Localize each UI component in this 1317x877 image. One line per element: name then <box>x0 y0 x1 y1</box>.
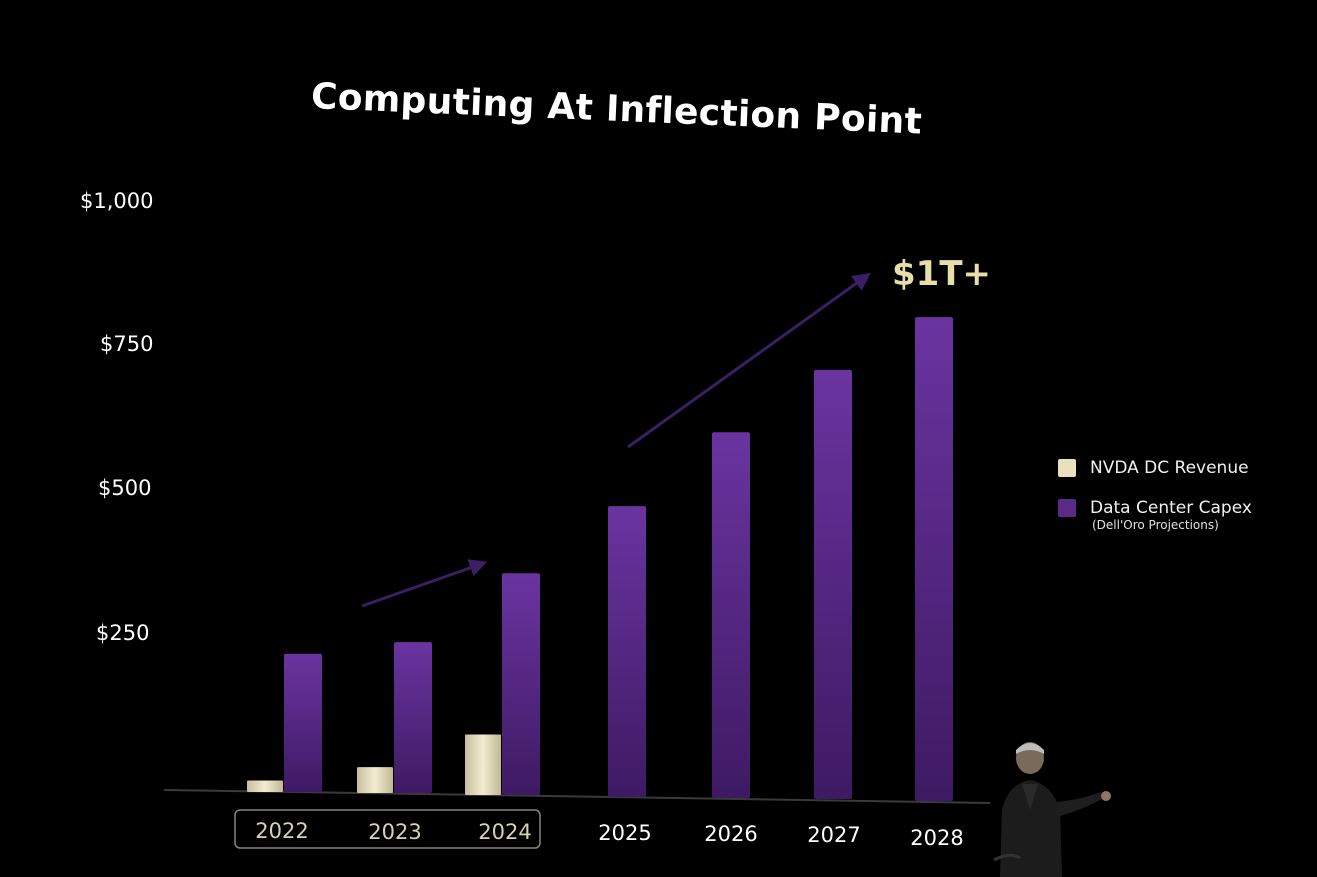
legend-note: (Dell'Oro Projections) <box>1092 518 1219 532</box>
bar-capex-2025 <box>608 506 646 797</box>
bar-capex-2022 <box>284 653 322 792</box>
bar-revenue-2022 <box>247 780 283 792</box>
bar-revenue-2024 <box>465 734 501 795</box>
annotation-1t: $1T+ <box>892 254 991 294</box>
x-tick-label: 2024 <box>478 820 531 844</box>
bar-capex-2027 <box>814 369 852 799</box>
y-tick-label: $250 <box>96 621 149 645</box>
trend-arrow-short <box>361 559 488 608</box>
legend-item-capex: Data Center Capex <box>1058 496 1252 520</box>
trend-arrow-long <box>627 272 871 449</box>
x-tick-label: 2023 <box>368 820 421 844</box>
legend-swatch-revenue <box>1058 459 1076 477</box>
x-tick-label: 2026 <box>704 822 757 846</box>
legend-label-revenue: NVDA DC Revenue <box>1090 458 1249 478</box>
chart-legend: NVDA DC Revenue Data Center Capex (Dell'… <box>1058 456 1252 532</box>
x-tick-label: 2028 <box>910 826 963 850</box>
historic-years-box <box>234 809 541 849</box>
y-tick-label: $750 <box>100 332 153 356</box>
legend-item-revenue: NVDA DC Revenue <box>1058 456 1252 480</box>
legend-swatch-capex <box>1058 499 1076 517</box>
bar-capex-2024 <box>502 573 540 795</box>
y-tick-label: $500 <box>98 476 151 500</box>
x-tick-label: 2027 <box>807 823 860 847</box>
speaker-figure <box>993 742 1111 877</box>
bar-capex-2026 <box>712 432 750 798</box>
x-tick-label: 2025 <box>598 821 651 845</box>
x-axis-line <box>163 789 991 804</box>
legend-label-capex: Data Center Capex <box>1090 498 1252 518</box>
x-tick-label: 2022 <box>255 819 308 843</box>
bar-capex-2028 <box>915 317 953 801</box>
bar-capex-2023 <box>394 642 432 793</box>
bar-revenue-2023 <box>357 767 393 793</box>
y-tick-label: $1,000 <box>80 189 153 213</box>
